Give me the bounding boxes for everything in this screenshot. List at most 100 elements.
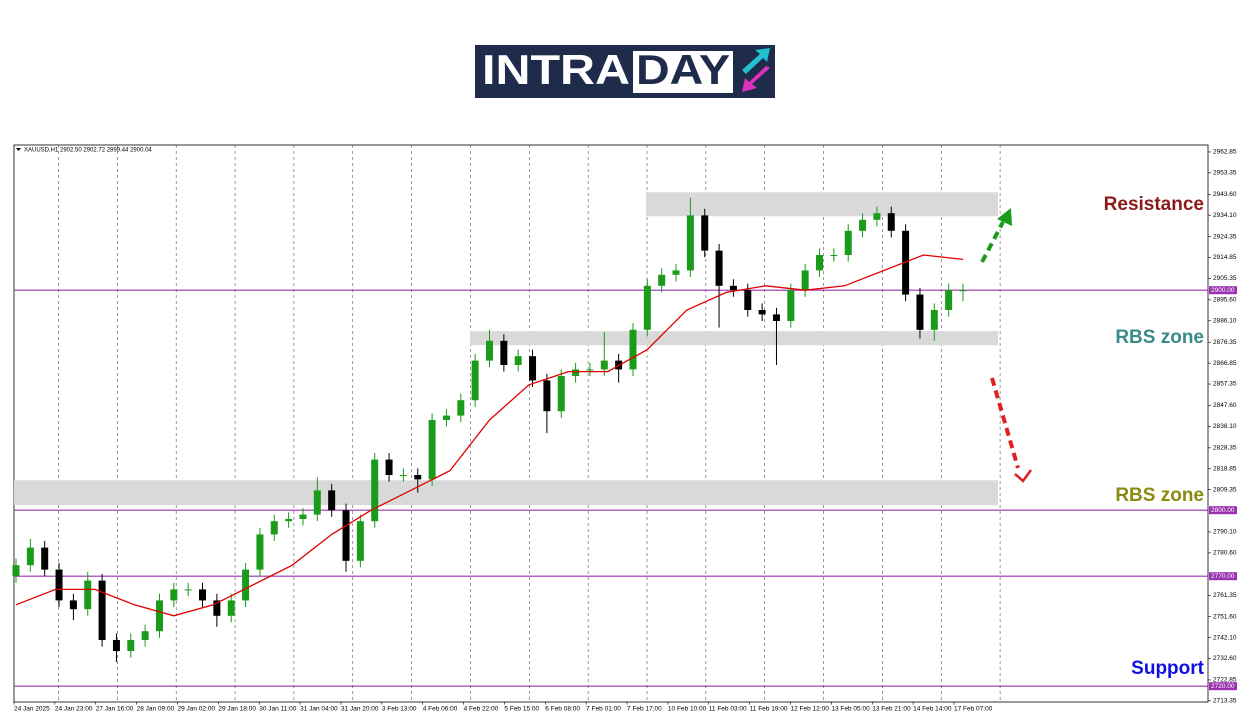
level-label: 2900.00: [1211, 287, 1235, 294]
logo-arrow-up: [742, 48, 770, 74]
candle-body: [127, 640, 135, 651]
y-tick-label: 2866.85: [1213, 360, 1237, 367]
candle-body: [600, 360, 608, 370]
x-tick-label: 28 Jan 09:00: [137, 705, 175, 712]
y-tick-label: 2742.10: [1213, 634, 1237, 641]
arrow-down: [990, 377, 1020, 469]
candle-body: [84, 580, 92, 610]
candle-body: [930, 310, 938, 330]
y-tick-label: 2722.85: [1213, 677, 1237, 684]
candle-body: [270, 521, 278, 535]
x-tick-label: 24 Jan 2025: [14, 705, 50, 712]
x-tick-label: 13 Feb 05:00: [831, 705, 870, 712]
title-marker: [16, 148, 21, 151]
x-tick-label: 6 Feb 08:00: [545, 705, 580, 712]
y-tick-label: 2914.85: [1213, 254, 1237, 261]
level-label: 2800.00: [1211, 507, 1235, 514]
x-tick-label: 24 Jan 23:00: [55, 705, 93, 712]
arrow-up-head: [997, 208, 1012, 226]
level-label-box: [1209, 572, 1237, 581]
candle-body: [155, 600, 163, 632]
moving-average: [15, 254, 964, 617]
candle-body: [758, 310, 766, 315]
candle-body: [399, 475, 407, 476]
zone: [646, 192, 998, 217]
candle-body: [816, 255, 824, 271]
candle-body: [658, 274, 666, 286]
y-tick-label: 2818.85: [1213, 465, 1237, 472]
candle-body: [98, 580, 106, 640]
y-tick-label: 2751.60: [1213, 613, 1237, 620]
y-tick-label: 2828.35: [1213, 445, 1237, 452]
x-tick-label: 31 Jan 20:00: [341, 705, 379, 712]
level-label-box: [1209, 682, 1237, 691]
x-tick-label: 5 Feb 15:00: [504, 705, 539, 712]
candle-body: [729, 285, 737, 291]
annotation: RBS zone: [1115, 485, 1204, 506]
candle-body: [686, 215, 694, 271]
candle-body: [442, 415, 450, 420]
candle-body: [227, 600, 235, 616]
y-tick-label: 2761.35: [1213, 592, 1237, 599]
y-tick-label: 2886.10: [1213, 317, 1237, 324]
x-tick-label: 17 Feb 07:00: [954, 705, 993, 712]
x-tick-label: 27 Jan 16:00: [96, 705, 134, 712]
y-tick-label: 2924.35: [1213, 233, 1237, 240]
chart-title: XAUUSD,H1 2902.50 2902.72 2899.44 2900.0…: [24, 148, 152, 154]
candle-body: [457, 400, 465, 416]
level-label: 2720.00: [1211, 683, 1235, 690]
zone: [14, 480, 998, 506]
arrows: [980, 208, 1033, 483]
logo-right-box: [633, 51, 733, 93]
candle-body: [256, 534, 264, 570]
level-label-box: [1209, 286, 1237, 295]
annotation: RBS zone: [1115, 327, 1204, 348]
annotation: Support: [1131, 658, 1204, 679]
x-tick-label: 10 Feb 10:00: [668, 705, 707, 712]
x-tick-label: 29 Jan 02:00: [177, 705, 215, 712]
candle-body: [514, 356, 522, 365]
candle-body: [428, 420, 436, 480]
x-tick-label: 11 Feb 19:00: [750, 705, 788, 712]
logo-left: INTRA: [482, 46, 630, 93]
x-tick-label: 30 Jan 11:00: [259, 705, 296, 712]
candle-body: [471, 360, 479, 401]
candle-body: [887, 213, 895, 231]
y-tick-label: 2809.35: [1213, 486, 1237, 493]
candle-body: [572, 369, 580, 376]
candle-body: [643, 285, 651, 330]
candle-body: [299, 514, 307, 519]
candle-body: [184, 589, 192, 591]
y-tick-label: 2732.60: [1213, 655, 1237, 662]
candle-body: [916, 294, 924, 330]
candle-body: [830, 255, 838, 256]
candle-body: [529, 356, 537, 381]
candle-body: [744, 290, 752, 310]
y-tick-label: 2713.35: [1213, 698, 1237, 705]
candle-body: [26, 547, 34, 566]
candle-body: [586, 369, 594, 371]
arrow-up: [980, 221, 1005, 263]
candle-body: [500, 340, 508, 365]
candle-body: [199, 589, 207, 601]
period-separators: [58, 145, 1001, 702]
x-tick-label: 4 Feb 22:00: [464, 705, 499, 712]
y-tick-label: 2876.35: [1213, 339, 1237, 346]
candle-body: [543, 380, 551, 412]
candle-body: [356, 521, 364, 561]
candle-body: [859, 219, 867, 231]
candle-body: [213, 600, 221, 616]
candle-body: [945, 290, 953, 310]
candle-body: [902, 230, 910, 295]
candle-body: [285, 519, 293, 522]
level-label-box: [1209, 506, 1237, 515]
logo: INTRA DAY: [475, 45, 775, 98]
candle-body: [41, 547, 49, 570]
x-tick-label: 14 Feb 14:00: [913, 705, 952, 712]
candle-body: [342, 510, 350, 561]
x-tick-label: 29 Jan 18:00: [218, 705, 256, 712]
candle-body: [844, 230, 852, 255]
y-tick-label: 2838.10: [1213, 423, 1237, 430]
